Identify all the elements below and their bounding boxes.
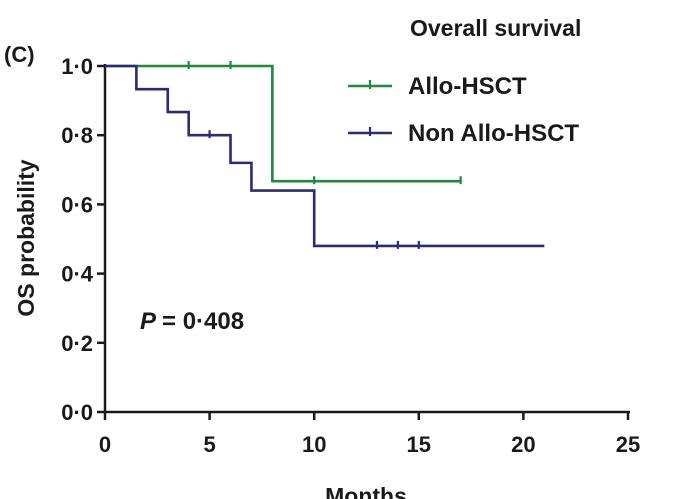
x-tick-label: 5 <box>203 432 215 457</box>
axes <box>103 64 630 414</box>
y-tick-label: 0·8 <box>61 123 93 148</box>
y-tick-label: 0·4 <box>61 262 94 287</box>
legend: Allo-HSCT Non Allo-HSCT <box>348 73 579 147</box>
panel-label: (C) <box>4 42 35 67</box>
y-tick-label: 0·0 <box>61 400 93 425</box>
legend-label-non-allo-hsct: Non Allo-HSCT <box>408 120 579 147</box>
x-tick-label: 20 <box>511 432 535 457</box>
x-axis-title: Months <box>325 483 407 499</box>
y-tick-label: 0·6 <box>61 192 93 217</box>
chart-title: Overall survival <box>410 15 581 41</box>
x-tick-label: 25 <box>616 432 640 457</box>
p-value-symbol: P <box>140 308 157 335</box>
survival-curves <box>105 61 545 249</box>
x-tick-label: 15 <box>407 432 431 457</box>
y-tick-label: 0·2 <box>61 331 93 356</box>
legend-label-allo-hsct: Allo-HSCT <box>408 73 527 100</box>
axis-ticks: 0 5 10 15 20 25 0·0 0·2 0·4 0·6 0·8 1·0 <box>61 54 640 457</box>
p-value-annotation: P = 0·408 <box>140 308 244 335</box>
x-tick-label: 10 <box>302 432 326 457</box>
x-tick-label: 0 <box>99 432 111 457</box>
p-value-text: = 0·408 <box>162 308 244 335</box>
y-tick-label: 1·0 <box>61 54 93 79</box>
y-axis-title: OS probability <box>13 159 39 316</box>
